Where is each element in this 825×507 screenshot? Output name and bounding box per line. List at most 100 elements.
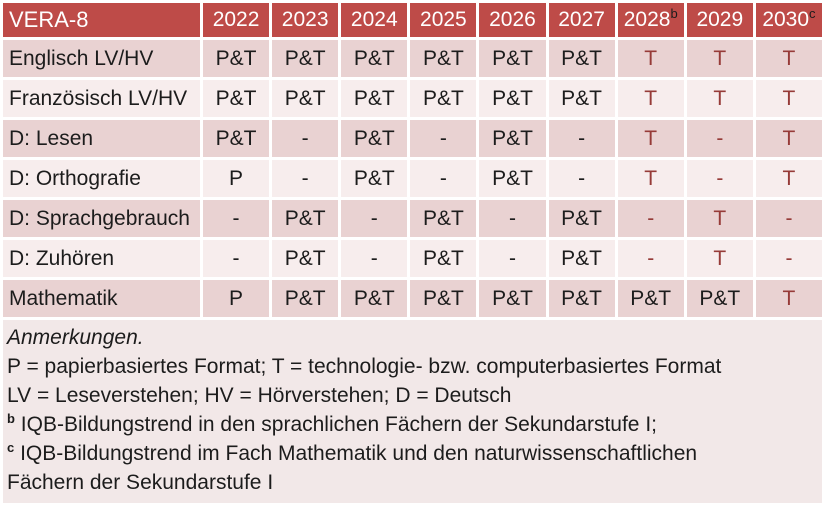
table-row-d-lesen: D: Lesen P&T - P&T - P&T - T - T	[3, 120, 822, 157]
cell: -	[203, 240, 270, 277]
cell: T	[686, 200, 753, 237]
table-row-d-orthografie: D: Orthografie P - P&T - P&T - T - T	[3, 160, 822, 197]
year-text: 2022	[212, 8, 260, 31]
year-superscript-b: b	[670, 6, 678, 21]
row-label: Französisch LV/HV	[3, 80, 200, 117]
cell: -	[341, 240, 408, 277]
notes-heading: Anmerkungen.	[7, 326, 144, 349]
year-text: 2023	[281, 8, 329, 31]
cell: -	[548, 160, 615, 197]
year-text: 2026	[489, 8, 536, 31]
cell: P&T	[479, 280, 546, 317]
cell: P&T	[410, 80, 477, 117]
footnote-c-marker: c	[7, 440, 15, 455]
cell: P&T	[410, 40, 477, 77]
footnote-c-text: IQB-Bildungstrend im Fach Mathematik und…	[7, 442, 698, 494]
cell: P&T	[272, 40, 339, 77]
year-text: 2025	[420, 8, 467, 31]
cell: -	[272, 120, 339, 157]
cell: P&T	[479, 120, 546, 157]
footnote-b: b IQB-Bildungstrend in den sprachlichen …	[7, 410, 814, 439]
row-label: D: Zuhören	[3, 240, 200, 277]
cell: P&T	[479, 160, 546, 197]
cell: T	[617, 120, 684, 157]
cell: P&T	[548, 40, 615, 77]
cell: -	[272, 160, 339, 197]
cell: P&T	[341, 160, 408, 197]
cell: P&T	[686, 280, 753, 317]
cell: P&T	[341, 280, 408, 317]
cell: P&T	[410, 200, 477, 237]
year-header-2025: 2025	[410, 3, 477, 37]
year-header-2024: 2024	[341, 3, 408, 37]
year-header-2029: 2029	[686, 3, 753, 37]
table-title: VERA-8	[3, 3, 200, 37]
year-text: 2030	[762, 8, 810, 31]
cell: P&T	[548, 240, 615, 277]
cell: T	[686, 80, 753, 117]
cell: -	[479, 200, 546, 237]
vera8-schedule-table: VERA-8 2022 2023 2024 2025 2026 2027 202…	[3, 3, 822, 317]
cell: P&T	[272, 80, 339, 117]
cell: P&T	[203, 40, 270, 77]
year-superscript-c: c	[809, 6, 816, 21]
cell: -	[686, 120, 753, 157]
year-text: 2029	[696, 8, 744, 31]
cell: P	[203, 160, 270, 197]
year-header-2026: 2026	[479, 3, 546, 37]
table-row-englisch: Englisch LV/HV P&T P&T P&T P&T P&T P&T T…	[3, 40, 822, 77]
notes-section: Anmerkungen. P = papierbasiertes Format;…	[3, 320, 822, 503]
cell: P&T	[548, 280, 615, 317]
cell: T	[755, 280, 822, 317]
cell: -	[341, 200, 408, 237]
cell: P&T	[203, 80, 270, 117]
cell: T	[617, 80, 684, 117]
cell: P&T	[341, 40, 408, 77]
cell: -	[686, 160, 753, 197]
cell: T	[755, 80, 822, 117]
cell: P&T	[617, 280, 684, 317]
table-row-d-zuhoeren: D: Zuhören - P&T - P&T - P&T - T -	[3, 240, 822, 277]
cell: -	[548, 120, 615, 157]
cell: -	[203, 200, 270, 237]
footnote-b-text: IQB-Bildungstrend in den sprachlichen Fä…	[20, 413, 657, 436]
cell: P&T	[341, 80, 408, 117]
year-text: 2024	[350, 8, 398, 31]
cell: P&T	[272, 200, 339, 237]
table-row-franzoesisch: Französisch LV/HV P&T P&T P&T P&T P&T P&…	[3, 80, 822, 117]
cell: P&T	[548, 80, 615, 117]
year-text: 2027	[558, 8, 605, 31]
cell: P&T	[203, 120, 270, 157]
year-header-2030: 2030c	[755, 3, 822, 37]
cell: T	[686, 40, 753, 77]
notes-legend-formats: P = papierbasiertes Format; T = technolo…	[7, 355, 722, 378]
cell: -	[617, 240, 684, 277]
notes-legend-abbreviations: LV = Leseverstehen; HV = Hörverstehen; D…	[7, 384, 512, 407]
cell: P&T	[479, 40, 546, 77]
cell: P&T	[272, 280, 339, 317]
footnote-b-marker: b	[7, 411, 15, 426]
table-row-d-sprachgebrauch: D: Sprachgebrauch - P&T - P&T - P&T - T …	[3, 200, 822, 237]
cell: P&T	[272, 240, 339, 277]
cell: -	[479, 240, 546, 277]
cell: P	[203, 280, 270, 317]
row-label: D: Lesen	[3, 120, 200, 157]
cell: P&T	[548, 200, 615, 237]
table-row-mathematik: Mathematik P P&T P&T P&T P&T P&T P&T P&T…	[3, 280, 822, 317]
cell: P&T	[410, 240, 477, 277]
year-header-2027: 2027	[548, 3, 615, 37]
cell: T	[755, 40, 822, 77]
cell: -	[617, 200, 684, 237]
row-label: Englisch LV/HV	[3, 40, 200, 77]
cell: T	[617, 40, 684, 77]
cell: -	[410, 160, 477, 197]
cell: P&T	[479, 80, 546, 117]
year-header-2023: 2023	[272, 3, 339, 37]
cell: -	[755, 240, 822, 277]
year-text: 2028	[623, 8, 671, 31]
cell: T	[755, 160, 822, 197]
cell: P&T	[341, 120, 408, 157]
cell: P&T	[410, 280, 477, 317]
cell: T	[755, 120, 822, 157]
header-row: VERA-8 2022 2023 2024 2025 2026 2027 202…	[3, 3, 822, 37]
